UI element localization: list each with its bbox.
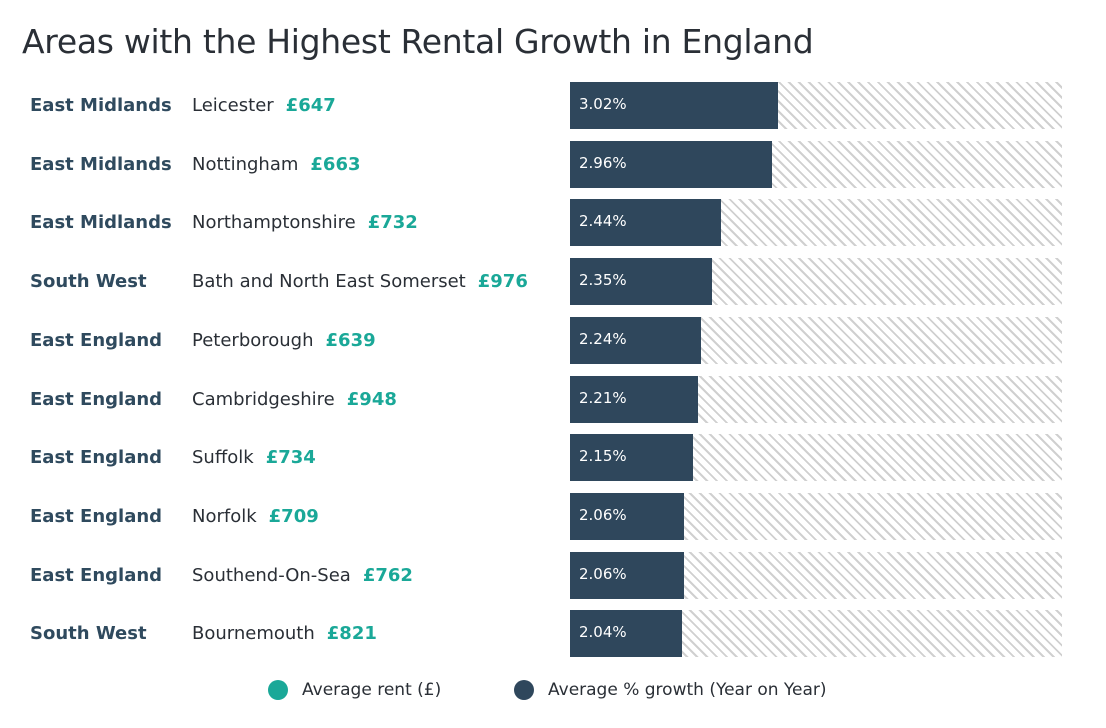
place-name: Northamptonshire <box>192 212 356 234</box>
place-label: Suffolk £734 <box>192 447 316 468</box>
place-label: Peterborough £639 <box>192 330 376 351</box>
rent-label: £732 <box>367 212 418 234</box>
bar-row: South West Bath and North East Somerset £… <box>0 258 1106 306</box>
legend-label-growth: Average % growth (Year on Year) <box>548 680 827 700</box>
bar-track: 2.96% <box>570 140 1062 188</box>
growth-bar: 3.02% <box>570 82 778 129</box>
growth-label: 2.21% <box>579 388 627 407</box>
region-label: East Midlands <box>30 153 172 175</box>
bar-track: 2.24% <box>570 316 1062 364</box>
bar-row: East England Norfolk £709 2.06% <box>0 492 1106 541</box>
place-label: Southend-On-Sea £762 <box>192 565 413 586</box>
bar-track: 2.21% <box>570 375 1062 423</box>
growth-bar: 2.15% <box>570 434 693 482</box>
rent-label: £639 <box>325 329 376 351</box>
place-label: Northamptonshire £732 <box>192 212 418 233</box>
region-label: East England <box>30 447 163 469</box>
growth-label: 2.06% <box>579 505 627 524</box>
place-name: Bath and North East Somerset <box>192 271 466 293</box>
growth-label: 2.04% <box>579 623 627 642</box>
legend-swatch-rent <box>268 680 288 700</box>
bar-row: East Midlands Nottingham £663 2.96% <box>0 140 1106 189</box>
region-label: East England <box>30 388 163 410</box>
growth-bar: 2.06% <box>570 551 684 599</box>
region-label: East England <box>30 505 163 527</box>
growth-label: 2.96% <box>579 153 627 172</box>
growth-bar: 2.24% <box>570 316 702 364</box>
place-label: Nottingham £663 <box>192 154 361 175</box>
bar-track: 3.02% <box>570 82 1062 129</box>
legend-item-rent: Average rent (£) <box>268 680 441 700</box>
bar-row: East England Southend-On-Sea £762 2.06% <box>0 551 1106 600</box>
bar-row: East England Cambridgeshire £948 2.21% <box>0 375 1106 424</box>
region-label: East Midlands <box>30 212 172 234</box>
growth-label: 3.02% <box>579 95 627 113</box>
place-name: Peterborough <box>192 329 314 351</box>
bar-row: South West Bournemouth £821 2.04% <box>0 610 1106 658</box>
bar-track: 2.06% <box>570 492 1062 540</box>
bar-track: 2.44% <box>570 199 1062 247</box>
legend-label-rent: Average rent (£) <box>302 680 442 700</box>
growth-bar: 2.96% <box>570 140 772 188</box>
rent-label: £734 <box>265 447 316 469</box>
rent-label: £948 <box>346 388 397 410</box>
region-label: South West <box>30 271 147 293</box>
place-name: Southend-On-Sea <box>192 564 351 586</box>
legend-swatch-growth <box>514 680 534 700</box>
region-label: East Midlands <box>30 95 172 116</box>
bar-track: 2.06% <box>570 551 1062 599</box>
place-name: Nottingham <box>192 153 299 175</box>
place-name: Bournemouth <box>192 623 315 645</box>
rent-label: £976 <box>477 271 528 293</box>
place-name: Suffolk <box>192 447 254 469</box>
rent-label: £647 <box>285 95 336 116</box>
growth-bar: 2.21% <box>570 375 699 423</box>
rent-label: £762 <box>362 564 413 586</box>
rent-label: £709 <box>268 505 319 527</box>
rent-label: £821 <box>326 623 377 645</box>
rent-label: £663 <box>310 153 361 175</box>
bar-track: 2.35% <box>570 258 1062 306</box>
growth-bar: 2.06% <box>570 492 684 540</box>
place-name: Norfolk <box>192 505 257 527</box>
place-label: Bournemouth £821 <box>192 623 377 644</box>
place-label: Bath and North East Somerset £976 <box>192 271 528 292</box>
region-label: South West <box>30 623 147 645</box>
bar-track: 2.04% <box>570 610 1062 658</box>
growth-label: 2.44% <box>579 212 627 231</box>
place-label: Cambridgeshire £948 <box>192 389 397 410</box>
growth-label: 2.15% <box>579 447 627 466</box>
growth-label: 2.35% <box>579 271 627 290</box>
place-label: Norfolk £709 <box>192 506 319 527</box>
place-name: Leicester <box>192 95 274 116</box>
growth-label: 2.06% <box>579 564 627 583</box>
region-label: East England <box>30 564 163 586</box>
chart-title: Areas with the Highest Rental Growth in … <box>22 22 814 61</box>
bar-row: East England Suffolk £734 2.15% <box>0 434 1106 482</box>
growth-bar: 2.04% <box>570 610 682 658</box>
bar-row: East England Peterborough £639 2.24% <box>0 316 1106 365</box>
bar-track: 2.15% <box>570 434 1062 482</box>
legend-item-growth: Average % growth (Year on Year) <box>514 680 827 700</box>
growth-bar: 2.35% <box>570 258 713 306</box>
growth-bar: 2.44% <box>570 199 721 247</box>
place-name: Cambridgeshire <box>192 388 335 410</box>
place-label: Leicester £647 <box>192 95 336 116</box>
growth-label: 2.24% <box>579 329 627 348</box>
bar-row: East Midlands Northamptonshire £732 2.44% <box>0 199 1106 247</box>
region-label: East England <box>30 329 163 351</box>
bar-row: East Midlands Leicester £647 3.02% <box>0 82 1106 130</box>
